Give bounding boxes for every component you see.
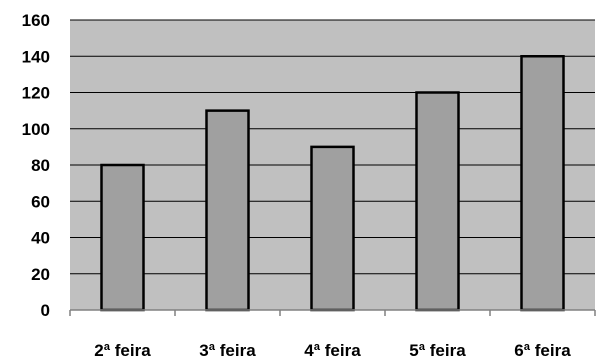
bar-3 (310, 145, 355, 312)
y-tick-label: 140 (22, 47, 50, 66)
y-axis-tick-labels: 0 20 40 60 80 100 120 140 160 (22, 11, 50, 320)
x-category-label: 5ª feira (409, 341, 466, 360)
bars (100, 55, 565, 312)
bar-4 (415, 91, 460, 312)
x-axis-ticks (69, 310, 596, 316)
bar-2 (205, 109, 250, 312)
y-tick-label: 100 (22, 120, 50, 139)
x-category-label: 6ª feira (514, 341, 571, 360)
y-tick-label: 60 (31, 192, 50, 211)
y-tick-label: 80 (31, 156, 50, 175)
x-category-label: 2ª feira (94, 341, 151, 360)
x-category-label: 4ª feira (304, 341, 361, 360)
y-tick-label: 0 (41, 301, 50, 320)
x-category-label: 3ª feira (199, 341, 256, 360)
x-axis-category-labels: 2ª feira 3ª feira 4ª feira 5ª feira 6ª feira (94, 341, 571, 360)
bar-5 (520, 55, 565, 312)
y-tick-label: 40 (31, 229, 50, 248)
y-tick-label: 20 (31, 265, 50, 284)
y-tick-label: 160 (22, 11, 50, 30)
y-tick-label: 120 (22, 84, 50, 103)
bar-1 (100, 163, 145, 312)
